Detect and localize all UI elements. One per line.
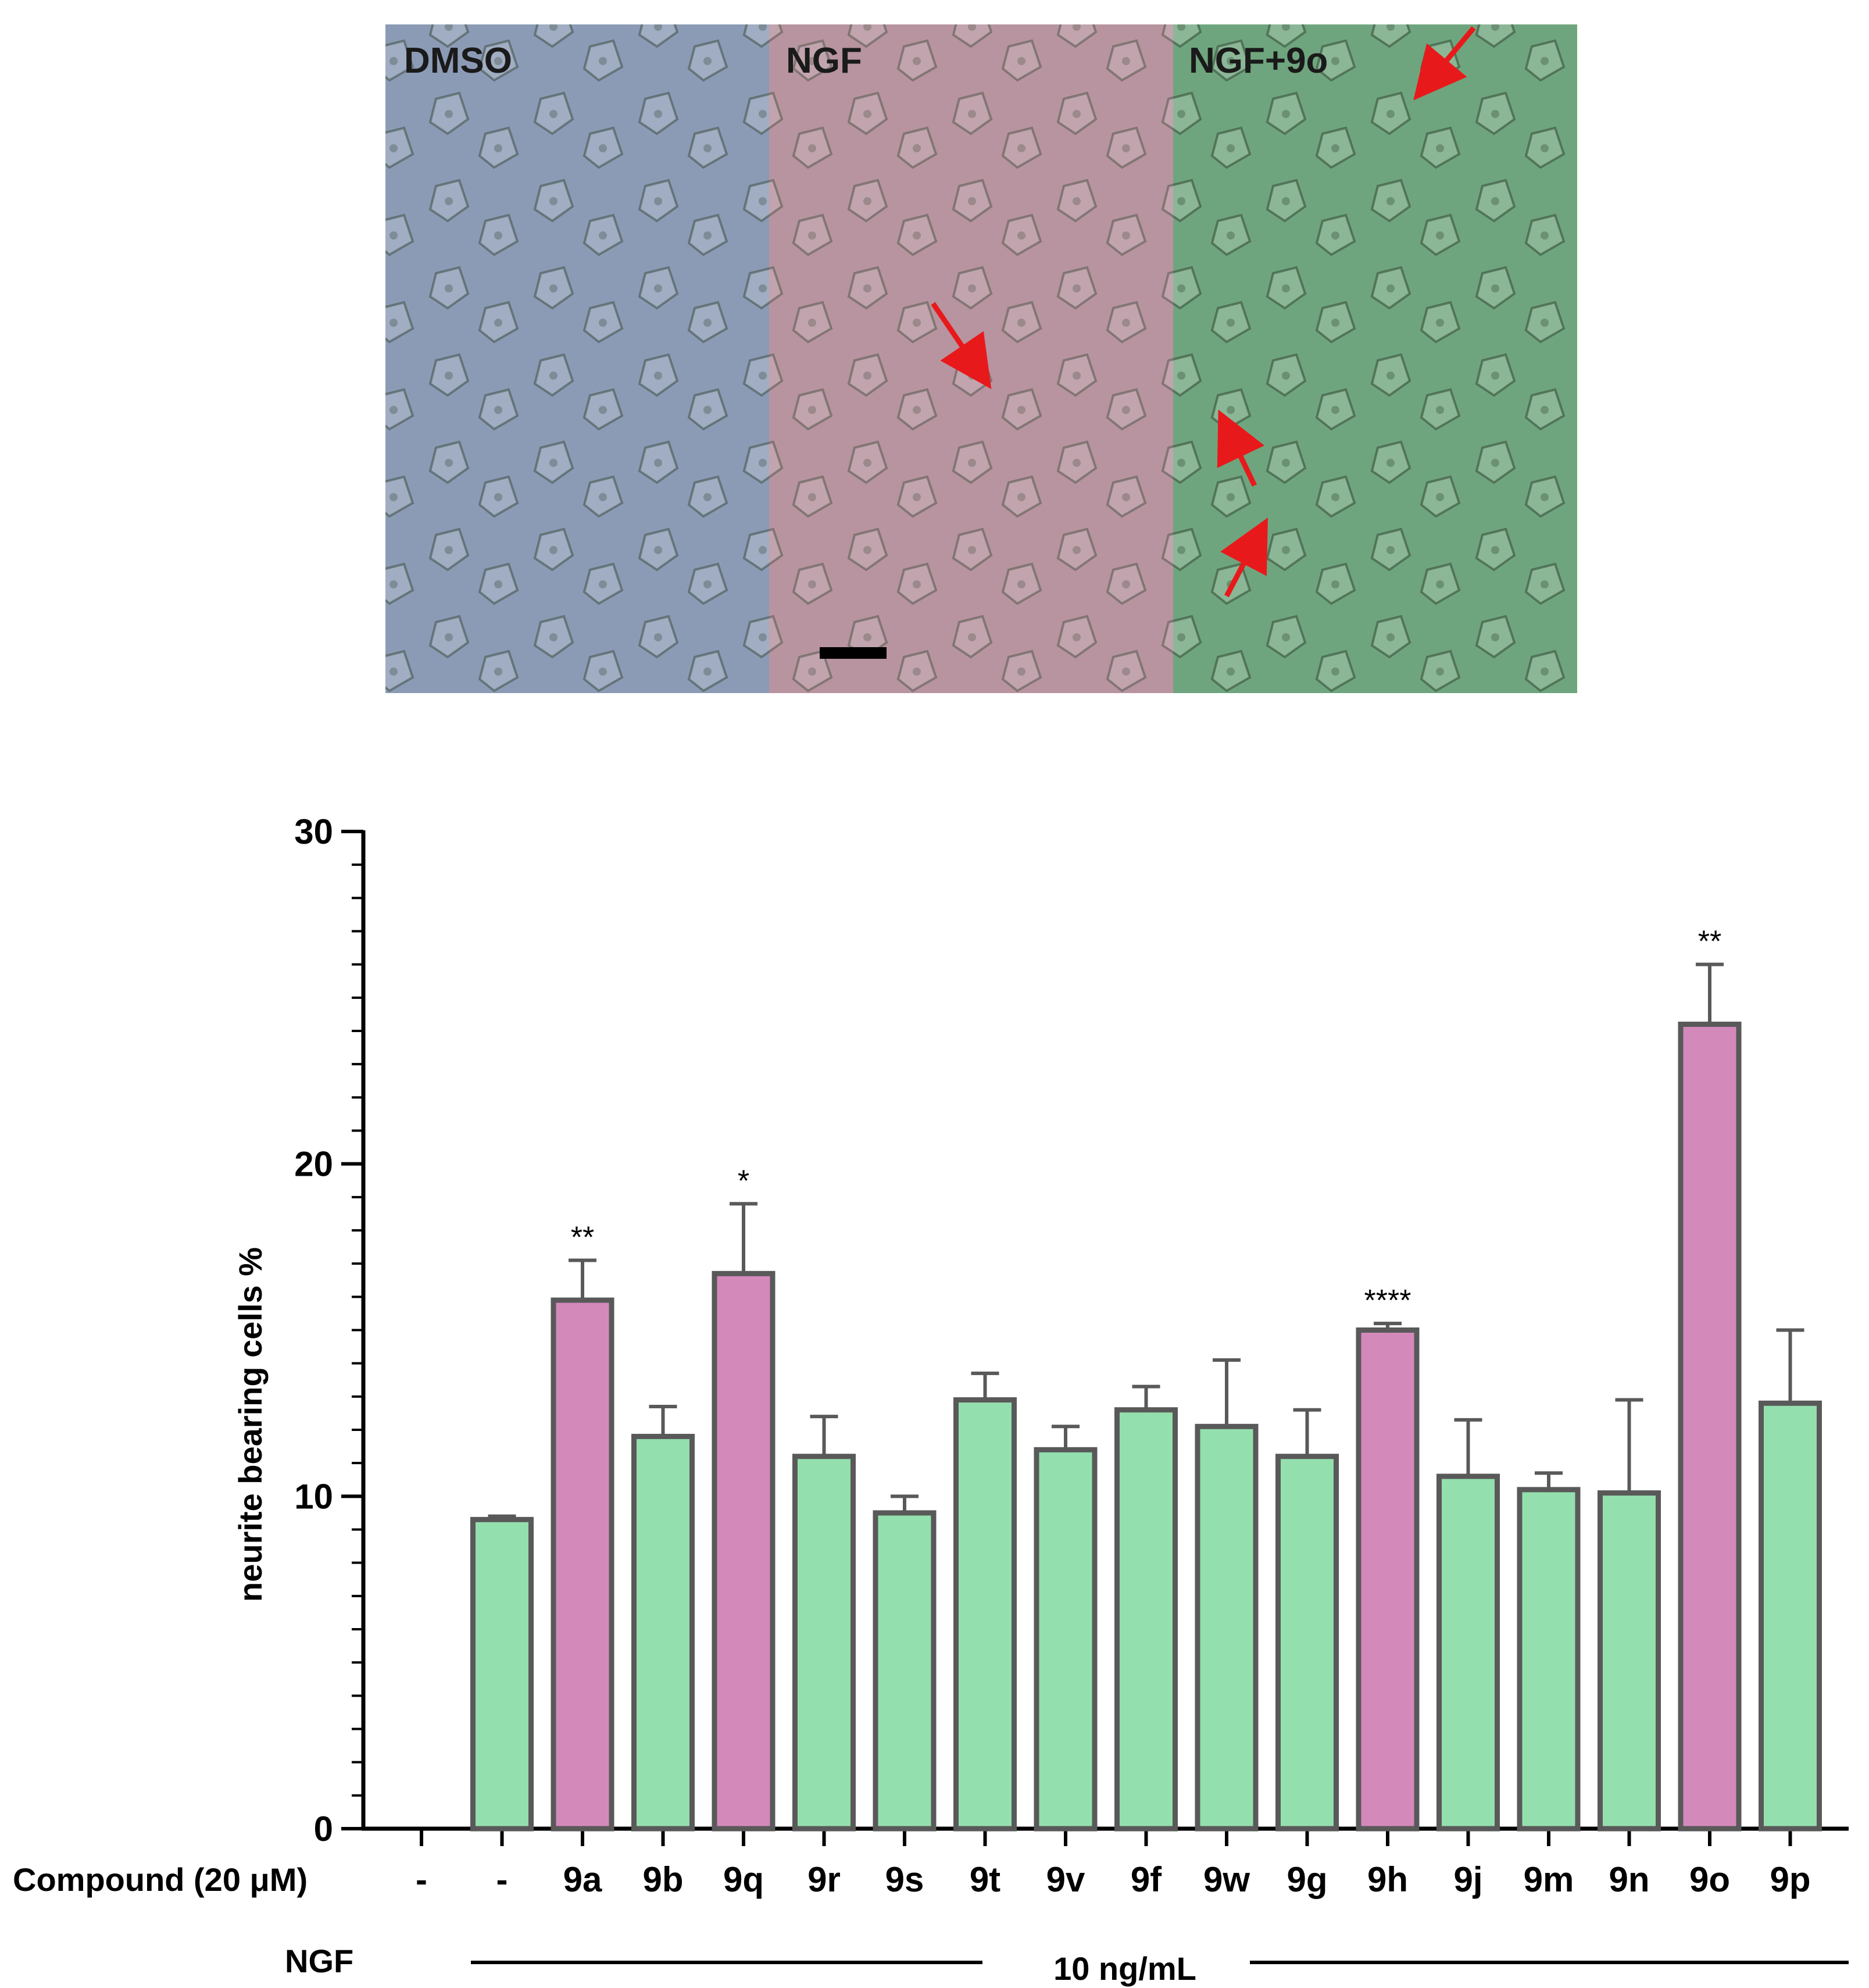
panel-dmso: DMSO xyxy=(385,24,769,693)
x-tick-label: 9h xyxy=(1367,1860,1408,1899)
bar xyxy=(1517,1487,1581,1832)
x-tick-label: 9w xyxy=(1203,1860,1250,1899)
x-tick-label: 9p xyxy=(1770,1860,1810,1899)
significance-label: ** xyxy=(571,1220,594,1254)
y-tick-label: 0 xyxy=(314,1809,333,1848)
panel-dmso-cells xyxy=(385,24,769,693)
panel-ngf-label: NGF xyxy=(786,41,862,81)
bar xyxy=(551,1297,614,1832)
red-arrow xyxy=(931,302,992,390)
y-axis: 0 10 20 30 xyxy=(294,812,366,1848)
y-tick-label: 10 xyxy=(294,1477,333,1516)
panel-dmso-label: DMSO xyxy=(404,41,512,81)
x-tick-label: 9s xyxy=(885,1860,924,1899)
x-tick-label: 9q xyxy=(723,1860,764,1899)
y-axis-label: neurite bearing cells % xyxy=(232,1247,269,1602)
x-tick-label: 9v xyxy=(1046,1860,1085,1899)
panel-ngf-9o: NGF+9o xyxy=(1173,24,1577,693)
x-tick-label: 9a xyxy=(563,1860,602,1899)
bar xyxy=(712,1270,776,1832)
bar xyxy=(1034,1447,1098,1832)
x-tick-labels: - - 9a 9b 9q 9r 9s 9t 9v 9f 9w 9g 9h 9j 9m 9n 9o 9p xyxy=(416,1860,1811,1899)
ngf-row-label: NGF xyxy=(285,1943,353,1979)
bars: ********* xyxy=(470,925,1822,1832)
red-arrow xyxy=(1217,409,1265,487)
significance-label: **** xyxy=(1364,1284,1411,1318)
x-axis-label: Compound (20 μM) xyxy=(13,1861,308,1898)
bar xyxy=(1598,1490,1661,1832)
x-tick-label: - xyxy=(416,1860,427,1899)
bar xyxy=(1436,1473,1500,1832)
panel-ngf-9o-label: NGF+9o xyxy=(1189,41,1328,81)
x-tick-label: 9t xyxy=(970,1860,1000,1899)
micrograph-strip: DMSO NGF NGF+9o xyxy=(385,24,1577,693)
bar xyxy=(1759,1400,1822,1832)
x-tick-label: 9o xyxy=(1689,1860,1730,1899)
significance-label: ** xyxy=(1698,925,1721,959)
bar xyxy=(1195,1423,1259,1832)
x-tick-label: 9g xyxy=(1286,1860,1327,1899)
red-arrow xyxy=(1220,517,1268,598)
bar xyxy=(470,1516,534,1832)
x-tick-label: 9n xyxy=(1609,1860,1649,1899)
bar xyxy=(953,1397,1017,1832)
x-tick-label: 9b xyxy=(642,1860,683,1899)
panel-ngf: NGF xyxy=(769,24,1173,693)
bar xyxy=(873,1510,937,1832)
bar xyxy=(1356,1327,1420,1832)
scale-bar xyxy=(820,647,887,659)
y-tick-label: 20 xyxy=(294,1145,333,1184)
bar xyxy=(631,1433,695,1832)
x-tick-label: 9m xyxy=(1524,1860,1574,1899)
x-tick-label: 9j xyxy=(1453,1860,1482,1899)
ngf-row-value: 10 ng/mL xyxy=(1053,1950,1196,1987)
bar xyxy=(1275,1454,1339,1832)
x-tick-label: - xyxy=(496,1860,508,1899)
panel-ngf-9o-cells xyxy=(1173,24,1577,693)
ngf-row: NGF 10 ng/mL xyxy=(285,1943,1849,1987)
bar xyxy=(1678,1022,1742,1832)
x-tick-label: 9r xyxy=(807,1860,841,1899)
bar xyxy=(1114,1407,1178,1832)
y-tick-label: 30 xyxy=(294,812,333,851)
significance-label: * xyxy=(738,1164,749,1198)
bar xyxy=(792,1454,856,1832)
x-tick-label: 9f xyxy=(1131,1860,1162,1899)
red-arrow xyxy=(1413,26,1476,101)
